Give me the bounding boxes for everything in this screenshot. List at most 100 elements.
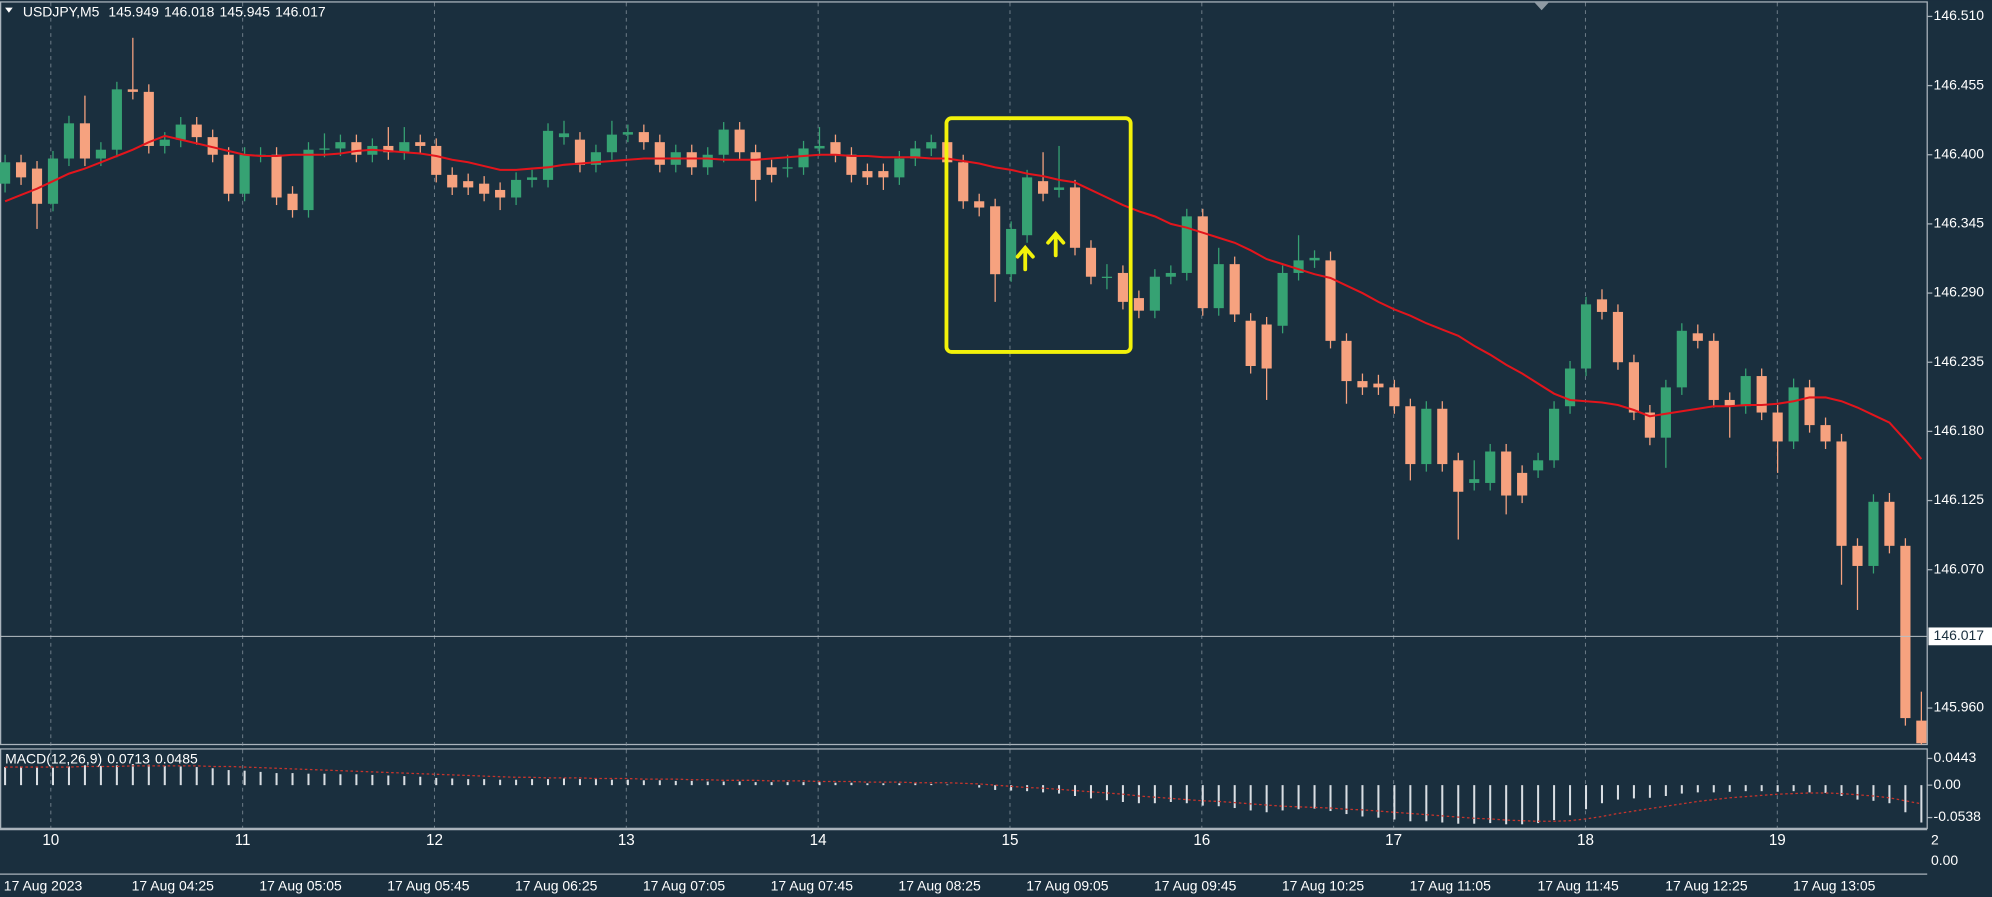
grid [50,2,1778,829]
candle-body [1788,387,1799,442]
y-tick-label: 145.960 [1934,699,1985,715]
hour-label: 13 [618,832,635,849]
header-low: 145.945 [220,3,271,19]
candle-body [1628,362,1640,413]
candle-body [1772,412,1783,442]
candle-body [1501,451,1512,496]
candle-body [111,89,122,150]
candle-body [1644,412,1655,438]
candle-body [1548,408,1560,461]
candle-body [1245,320,1256,367]
macd-value: 0.0713 [107,750,150,766]
macd-y-tick-label: -0.0538 [1934,808,1982,824]
header-close: 146.017 [275,3,326,19]
candle-body [1117,272,1128,302]
candle-body [1277,272,1288,326]
candle-body [782,167,793,169]
candle-body [590,152,602,165]
candle-body [878,171,889,178]
candle-body [910,148,921,159]
candle-body [686,152,697,168]
hour-label: 12 [426,832,443,849]
current-price-box [1928,627,1992,646]
time-label: 17 Aug 06:25 [515,877,598,893]
candle-body [1197,216,1208,309]
candle-body [1692,333,1703,341]
candle-body [702,154,713,168]
candle-body [526,177,538,180]
candle-body [1820,425,1831,442]
candle-body [95,149,106,159]
candle-body [846,154,857,175]
candle-body [1293,260,1304,273]
time-label: 17 Aug 05:45 [387,877,470,893]
time-label: 17 Aug 09:05 [1026,877,1109,893]
candle-body [606,134,617,153]
candle-body [1022,177,1033,236]
chart-header: USDJPY,M5 145.949 146.018 145.945 146.017 [23,3,326,19]
candle-body [1900,545,1911,719]
candle-body [1069,187,1081,248]
time-label: 17 Aug 09:45 [1154,877,1237,893]
candle-body [351,142,362,155]
candle-body [814,145,825,149]
candle-body [63,123,75,159]
candle-body [766,167,777,175]
hour-label: 10 [42,832,59,849]
time-label: 17 Aug 12:25 [1665,877,1748,893]
candle-body [1229,264,1240,315]
candle-body [223,154,234,194]
highlight-box [944,116,1133,354]
candle-body [495,189,506,198]
candle-body [750,152,761,180]
marks [0,37,1928,825]
signal-value: 0.0485 [155,750,198,766]
candle-body [1181,216,1192,273]
candle-body [558,133,570,138]
candle-body [1469,479,1480,483]
y-tick-label: 146.070 [1934,560,1985,576]
time-label: 17 Aug 07:45 [771,877,854,893]
candle-body [479,183,490,194]
candle-body [1517,472,1528,496]
menu-triangle[interactable] [5,7,13,13]
candle-body [1724,399,1735,407]
candle-body [1437,408,1448,465]
candle-body [399,142,410,153]
hour-label: 16 [1193,832,1210,849]
candle-body [1453,460,1464,492]
macd-panel-frame [0,748,1928,829]
candle-body [1085,247,1097,277]
candle-body [1580,304,1592,369]
candle-body [415,142,426,146]
candle-body [1309,257,1320,261]
candle-body [319,148,330,150]
candle-body [31,168,43,204]
y-tick-label: 146.510 [1934,7,1985,23]
candle-body [1006,228,1017,275]
candle-body [1612,311,1624,363]
candle-body [1485,451,1496,483]
candle-body [1037,181,1049,194]
candle-body [0,162,11,184]
candle-body [638,132,649,143]
hour-label: 18 [1577,832,1594,849]
candle-body [1421,408,1432,465]
candle-body [1852,545,1863,566]
candle-body [990,206,1001,275]
candle-body [175,124,186,140]
y-tick-label: 146.235 [1934,353,1985,369]
shift-marker[interactable] [1534,2,1549,11]
y-tick-label: 146.125 [1934,491,1985,507]
candle-body [159,139,170,146]
candle-body [958,162,969,202]
candle-body [1676,330,1687,388]
candle-body [1133,298,1144,311]
candle-body [830,142,841,155]
candle-body [894,158,905,178]
macd-y-tick-label: 0.00 [1934,776,1961,792]
candle-body [1389,387,1400,407]
moving-average [4,134,1923,460]
